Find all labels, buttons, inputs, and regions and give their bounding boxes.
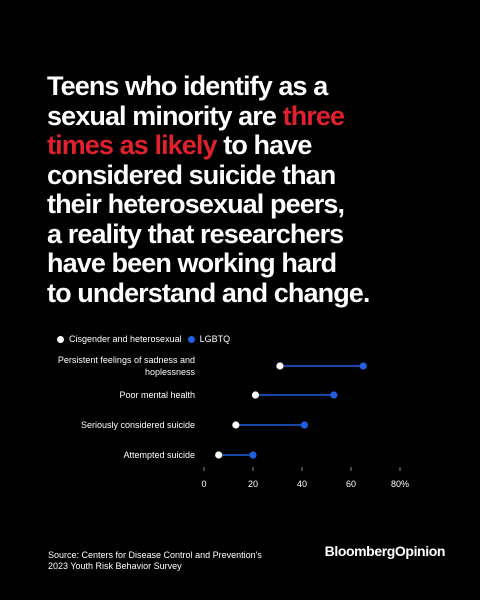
- headline: Teens who identify as a sexual minority …: [47, 71, 467, 308]
- legend-dot-blue: [187, 335, 195, 343]
- legend-dot-white: [57, 335, 64, 343]
- category-label: Seriously considered suicide: [81, 420, 195, 430]
- point-lgbtq: [330, 391, 338, 399]
- legend-item-cisgender: Cisgender and heterosexual: [57, 334, 182, 344]
- brand-part: Opinion: [394, 543, 445, 559]
- category-label: Persistent feelings of sadness and hoples…: [58, 355, 196, 377]
- category-label-line: hoplessness: [145, 367, 196, 377]
- x-tick-label: 0: [201, 479, 206, 489]
- source-note: Source: Centers for Disease Control and …: [48, 550, 308, 572]
- headline-line: considered suicide than: [47, 159, 336, 190]
- x-tick-label: 60: [346, 479, 356, 489]
- dumbbell-chart: Persistent feelings of sadness and hoples…: [58, 355, 409, 489]
- legend-label: LGBTQ: [199, 334, 231, 344]
- point-lgbtq: [300, 421, 309, 429]
- category-label-line: Persistent feelings of sadness and: [58, 355, 195, 365]
- headline-line: to understand and change.: [47, 277, 370, 308]
- headline-line: have been working hard: [47, 248, 337, 278]
- point-cisgender: [215, 451, 223, 459]
- headline-text: to have: [216, 130, 312, 160]
- point-cisgender: [276, 362, 284, 370]
- legend-label: Cisgender and heterosexual: [69, 334, 182, 344]
- point-lgbtq: [359, 362, 367, 370]
- headline-line: times as likely to have: [47, 130, 467, 161]
- point-cisgender: [232, 421, 240, 429]
- category-label: Poor mental health: [119, 390, 195, 400]
- headline-line: Teens who identify as a: [47, 71, 328, 101]
- x-tick-label: 40: [297, 479, 307, 489]
- headline-line: sexual minority are three: [47, 100, 467, 132]
- category-label: Attempted suicide: [123, 450, 195, 460]
- bloomberg-opinion-logo: BloombergOpinion: [324, 543, 446, 559]
- headline-highlight: three: [282, 100, 345, 131]
- source-line: Source: Centers for Disease Control and …: [48, 550, 262, 560]
- brand-part: Bloomberg: [324, 543, 396, 559]
- headline-line: their heterosexual peers,: [47, 189, 345, 219]
- headline-line: a reality that researchers: [47, 218, 344, 249]
- headline-highlight: times as likely: [47, 130, 218, 160]
- legend-item-lgbtq: LGBTQ: [187, 334, 231, 344]
- x-tick-label: 20: [248, 479, 258, 489]
- point-cisgender: [251, 391, 260, 399]
- headline-text: sexual minority are: [47, 100, 283, 131]
- point-lgbtq: [249, 451, 257, 459]
- x-tick-label: 80%: [391, 479, 409, 489]
- chart-legend: Cisgender and heterosexual LGBTQ: [57, 334, 236, 344]
- source-line: 2023 Youth Risk Behavior Survey: [48, 561, 182, 571]
